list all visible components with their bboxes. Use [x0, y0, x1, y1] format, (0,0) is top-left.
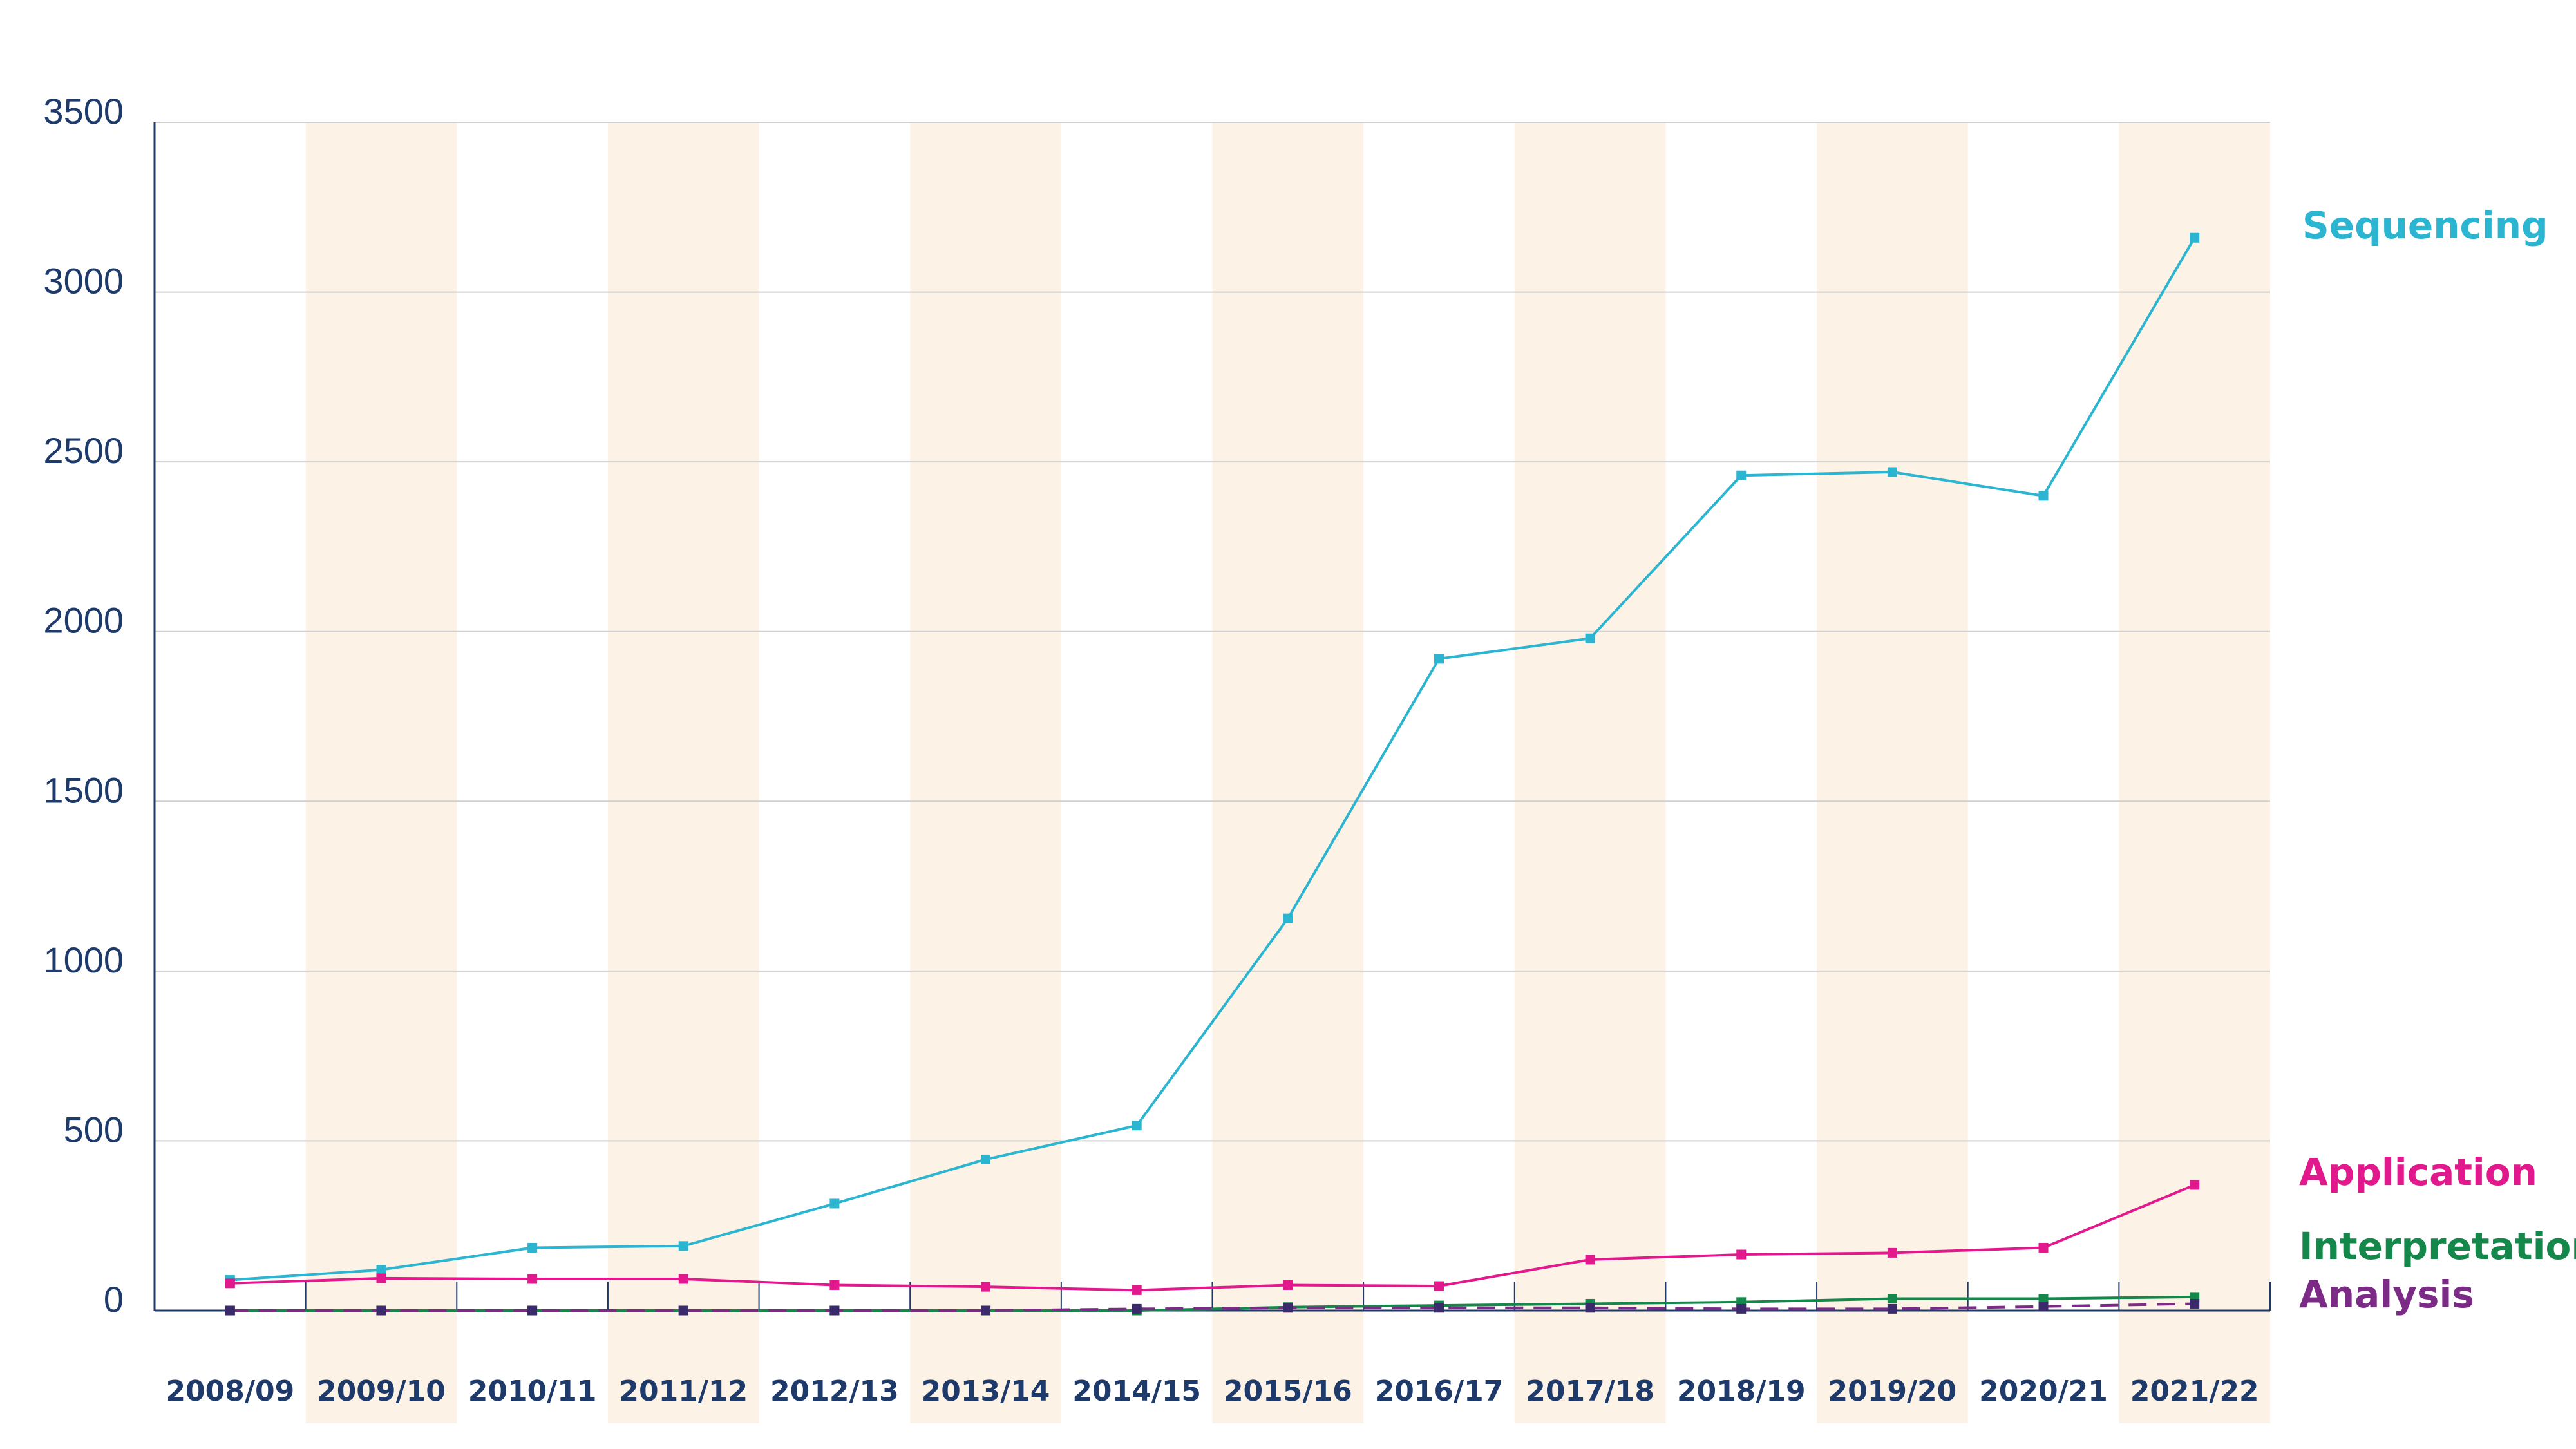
series-label-sequencing: Sequencing: [2302, 204, 2548, 247]
series-label-analysis: Analysis: [2299, 1273, 2474, 1316]
series-label-interpretation: Interpretation: [2299, 1224, 2576, 1268]
data-point-interpretation: [2038, 1294, 2049, 1304]
y-tick-label: 2500: [43, 430, 124, 471]
x-tick-label: 2018/19: [1677, 1375, 1806, 1408]
data-point-sequencing: [1132, 1121, 1142, 1131]
data-point-sequencing: [1887, 467, 1897, 477]
data-point-application: [1736, 1249, 1747, 1260]
data-point-analysis: [2038, 1302, 2049, 1312]
shading-band: [1212, 122, 1364, 1423]
data-point-analysis: [527, 1305, 538, 1316]
series-labels: Sequencing Application Interpretation Analy…: [2299, 204, 2576, 1316]
x-tick-label: 2015/16: [1224, 1375, 1352, 1408]
data-point-analysis: [829, 1305, 840, 1316]
data-point-analysis: [1736, 1303, 1747, 1314]
x-tick-label: 2017/18: [1526, 1375, 1654, 1408]
x-tick-label: 2014/15: [1072, 1375, 1201, 1408]
data-point-application: [1283, 1280, 1293, 1290]
data-point-sequencing: [678, 1241, 688, 1251]
data-point-analysis: [1132, 1303, 1142, 1314]
x-tick-label: 2009/10: [317, 1375, 446, 1408]
shading-band: [1817, 122, 1968, 1423]
data-point-analysis: [1434, 1303, 1444, 1313]
y-tick-label: 3000: [43, 261, 124, 301]
series-label-application: Application: [2299, 1150, 2537, 1194]
data-point-sequencing: [376, 1265, 386, 1275]
x-tick-label: 2011/12: [619, 1375, 748, 1408]
data-point-analysis: [678, 1305, 688, 1316]
shading-band: [607, 122, 759, 1423]
data-point-sequencing: [1434, 654, 1444, 664]
data-point-sequencing: [2038, 491, 2049, 501]
data-point-sequencing: [527, 1242, 538, 1253]
data-point-application: [225, 1278, 235, 1289]
data-point-application: [1585, 1255, 1595, 1265]
data-point-application: [2190, 1180, 2200, 1190]
shading-band: [305, 122, 457, 1423]
series-line-analysis: [230, 1302, 2195, 1312]
data-point-application: [981, 1282, 991, 1292]
series-points: [225, 232, 2200, 1316]
x-tick-label: 2008/09: [166, 1375, 294, 1408]
data-point-analysis: [1887, 1303, 1897, 1314]
x-tick-label: 2021/22: [2130, 1375, 2259, 1408]
x-tick-label: 2010/11: [468, 1375, 597, 1408]
y-tick-label: 0: [104, 1279, 124, 1320]
data-point-interpretation: [1887, 1294, 1897, 1304]
series-line-application: [230, 1184, 2195, 1292]
x-tick-label: 2013/14: [922, 1375, 1050, 1408]
data-point-sequencing: [1585, 633, 1595, 643]
column-shading: [305, 122, 2270, 1423]
data-point-sequencing: [1283, 913, 1293, 923]
data-point-sequencing: [829, 1198, 840, 1209]
data-point-application: [1132, 1285, 1142, 1295]
gridlines: [155, 122, 2270, 1142]
y-tick-labels: 0 500 1000 1500 2000 2500 3000 3500: [43, 91, 124, 1320]
series-lines: [230, 237, 2196, 1312]
shading-band: [910, 122, 1061, 1423]
x-tick-labels: 2008/09 2009/10 2010/11 2011/12 2012/13 2013/…: [166, 1375, 2259, 1408]
y-tick-label: 1500: [43, 770, 124, 810]
shading-band: [1514, 122, 1666, 1423]
data-point-analysis: [1283, 1303, 1293, 1313]
y-tick-label: 2000: [43, 600, 124, 641]
shading-band: [2119, 122, 2270, 1423]
y-tick-label: 1000: [43, 940, 124, 980]
series-line-sequencing: [230, 237, 2196, 1282]
data-point-application: [829, 1280, 840, 1290]
data-point-application: [527, 1274, 538, 1284]
x-tick-label: 2016/17: [1375, 1375, 1504, 1408]
x-tick-label: 2019/20: [1828, 1375, 1957, 1408]
data-point-sequencing: [1736, 470, 1747, 480]
data-point-analysis: [981, 1305, 991, 1316]
x-tick-label: 2012/13: [770, 1375, 899, 1408]
data-point-sequencing: [2190, 232, 2200, 243]
data-point-application: [376, 1273, 386, 1283]
data-point-sequencing: [981, 1154, 991, 1164]
data-point-application: [678, 1274, 688, 1284]
data-point-analysis: [1585, 1303, 1595, 1313]
data-point-application: [2038, 1242, 2049, 1253]
data-point-analysis: [225, 1305, 235, 1316]
y-tick-label: 500: [64, 1109, 124, 1150]
data-point-application: [1887, 1247, 1897, 1258]
data-point-analysis: [2190, 1298, 2200, 1309]
data-point-application: [1434, 1281, 1444, 1291]
y-tick-label: 3500: [43, 91, 124, 131]
data-point-analysis: [376, 1305, 386, 1316]
x-tick-label: 2020/21: [1979, 1375, 2108, 1408]
